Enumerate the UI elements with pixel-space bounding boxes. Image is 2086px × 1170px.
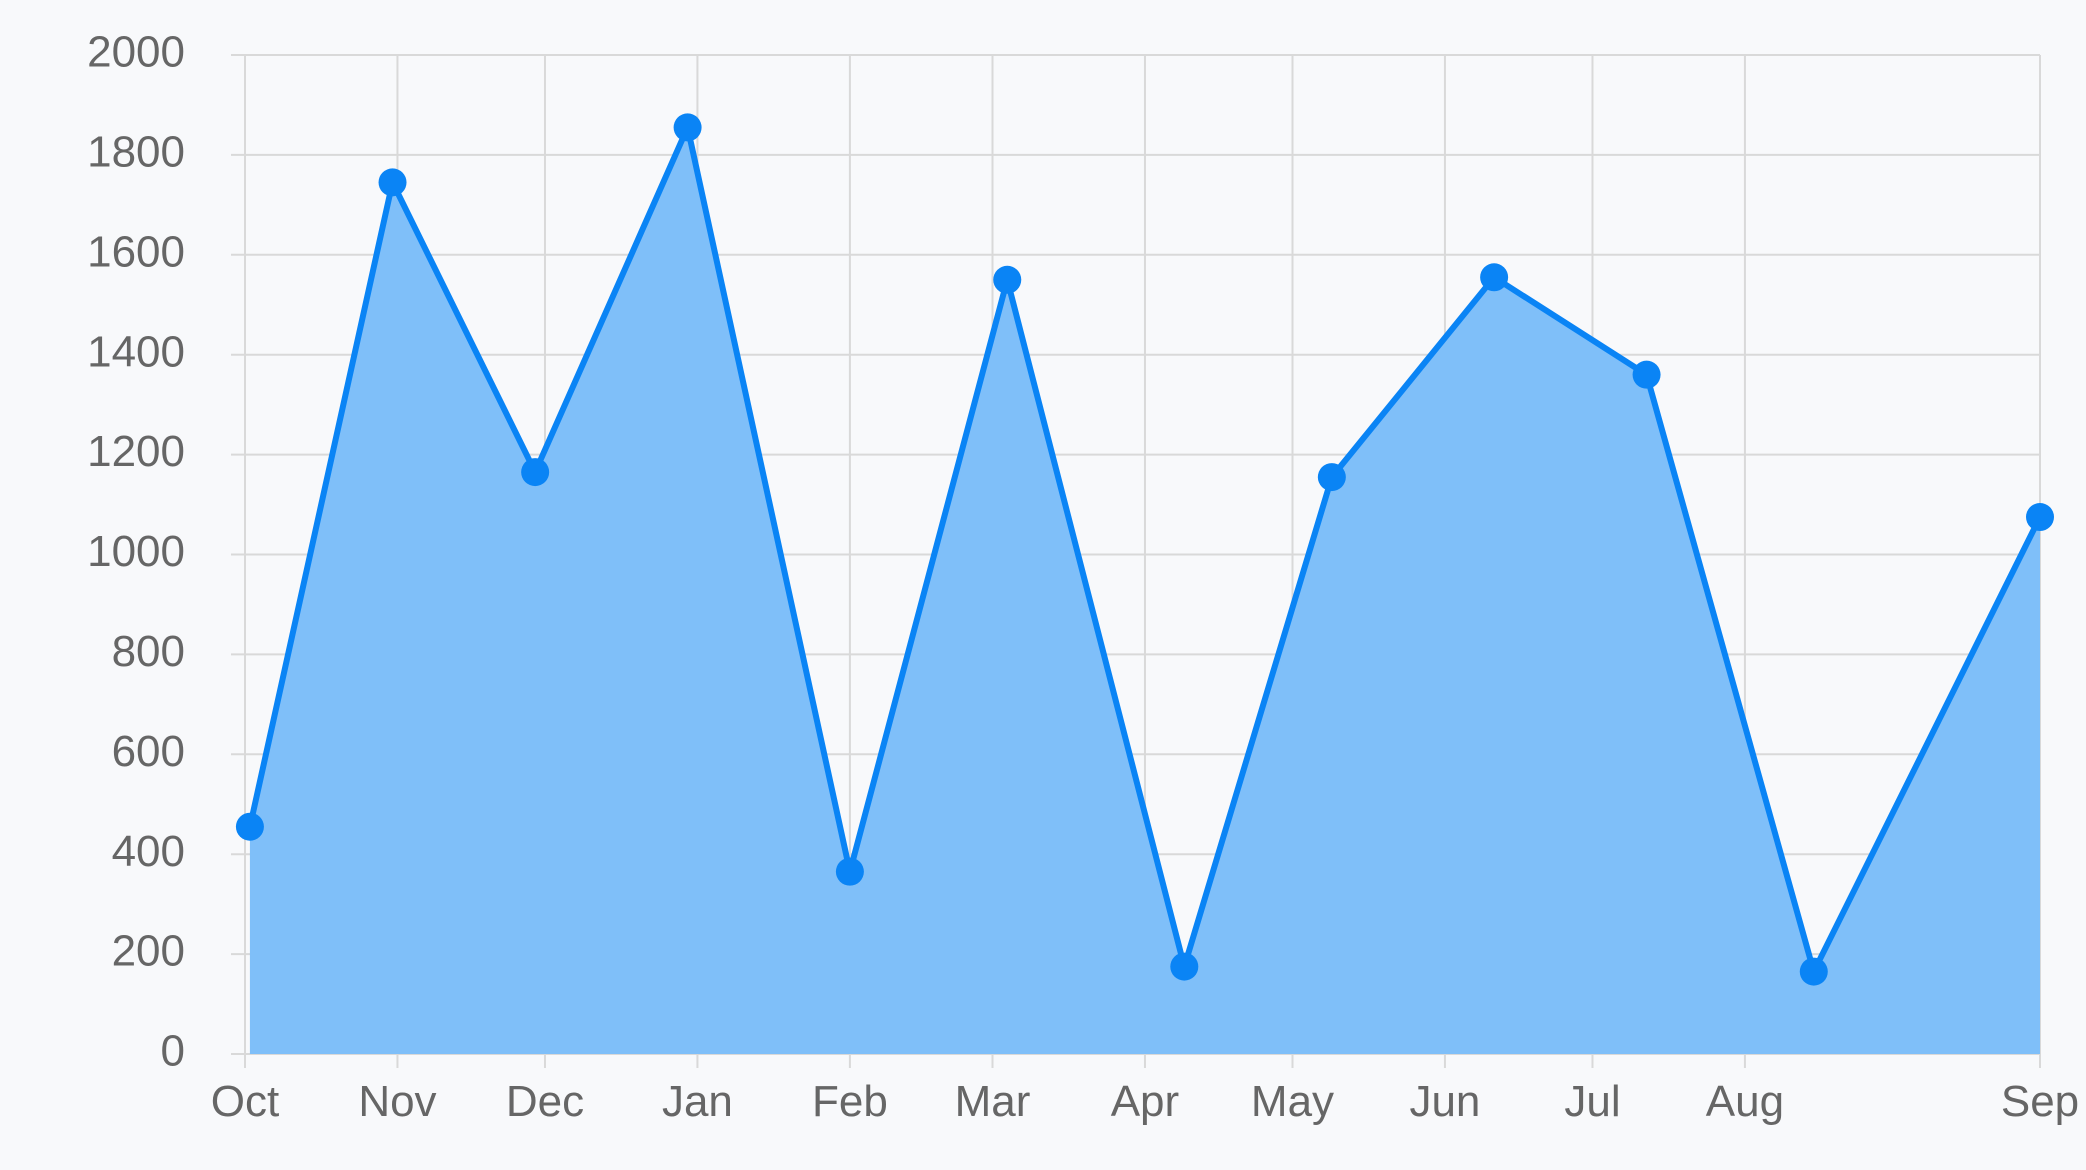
y-tick-label: 400 <box>112 827 185 876</box>
data-point[interactable] <box>993 265 1022 294</box>
y-tick-label: 1000 <box>87 527 185 576</box>
y-tick-label: 800 <box>112 627 185 676</box>
area-series <box>246 124 2043 1055</box>
data-point[interactable] <box>1480 263 1509 292</box>
area-fill <box>249 127 2040 1055</box>
x-tick-label: Sep <box>2001 1077 2079 1126</box>
data-points <box>235 113 2054 986</box>
y-axis-ticks: 0 200 400 600 800 1000 1200 1400 1600 1800 2000 <box>87 28 185 1076</box>
x-tick-label: Oct <box>211 1077 279 1126</box>
data-point[interactable] <box>2026 503 2054 532</box>
data-point[interactable] <box>1170 952 1199 981</box>
data-point[interactable] <box>378 168 407 197</box>
x-tick-label: Aug <box>1706 1077 1784 1126</box>
y-tick-label: 600 <box>112 727 185 776</box>
y-tick-label: 2000 <box>87 28 185 77</box>
x-tick-label: Jun <box>1409 1077 1480 1126</box>
y-tick-label: 0 <box>161 1027 185 1076</box>
x-tick-label: Apr <box>1111 1077 1179 1126</box>
x-tick-label: Mar <box>955 1077 1031 1126</box>
data-point[interactable] <box>1317 463 1346 492</box>
x-tick-label: Jan <box>662 1077 733 1126</box>
x-tick-label: Dec <box>506 1077 584 1126</box>
data-point[interactable] <box>673 113 702 142</box>
y-tick-label: 1200 <box>87 427 185 476</box>
data-point[interactable] <box>235 812 264 841</box>
data-point[interactable] <box>1632 360 1661 389</box>
data-point[interactable] <box>521 458 550 487</box>
series-line <box>246 124 2043 975</box>
x-tick-label: Jul <box>1564 1077 1620 1126</box>
y-tick-label: 1600 <box>87 227 185 276</box>
x-tick-label: Feb <box>812 1077 888 1126</box>
y-tick-label: 1800 <box>87 128 185 177</box>
data-point[interactable] <box>1799 957 1828 986</box>
x-axis-ticks: Oct Nov Dec Jan Feb Mar Apr May Jun Jul Aug Sep <box>211 1077 2079 1126</box>
x-tick-label: May <box>1251 1077 1334 1126</box>
y-tick-label: 200 <box>112 927 185 976</box>
y-tick-label: 1400 <box>87 327 185 376</box>
x-tick-label: Nov <box>358 1077 436 1126</box>
data-point[interactable] <box>835 857 864 886</box>
